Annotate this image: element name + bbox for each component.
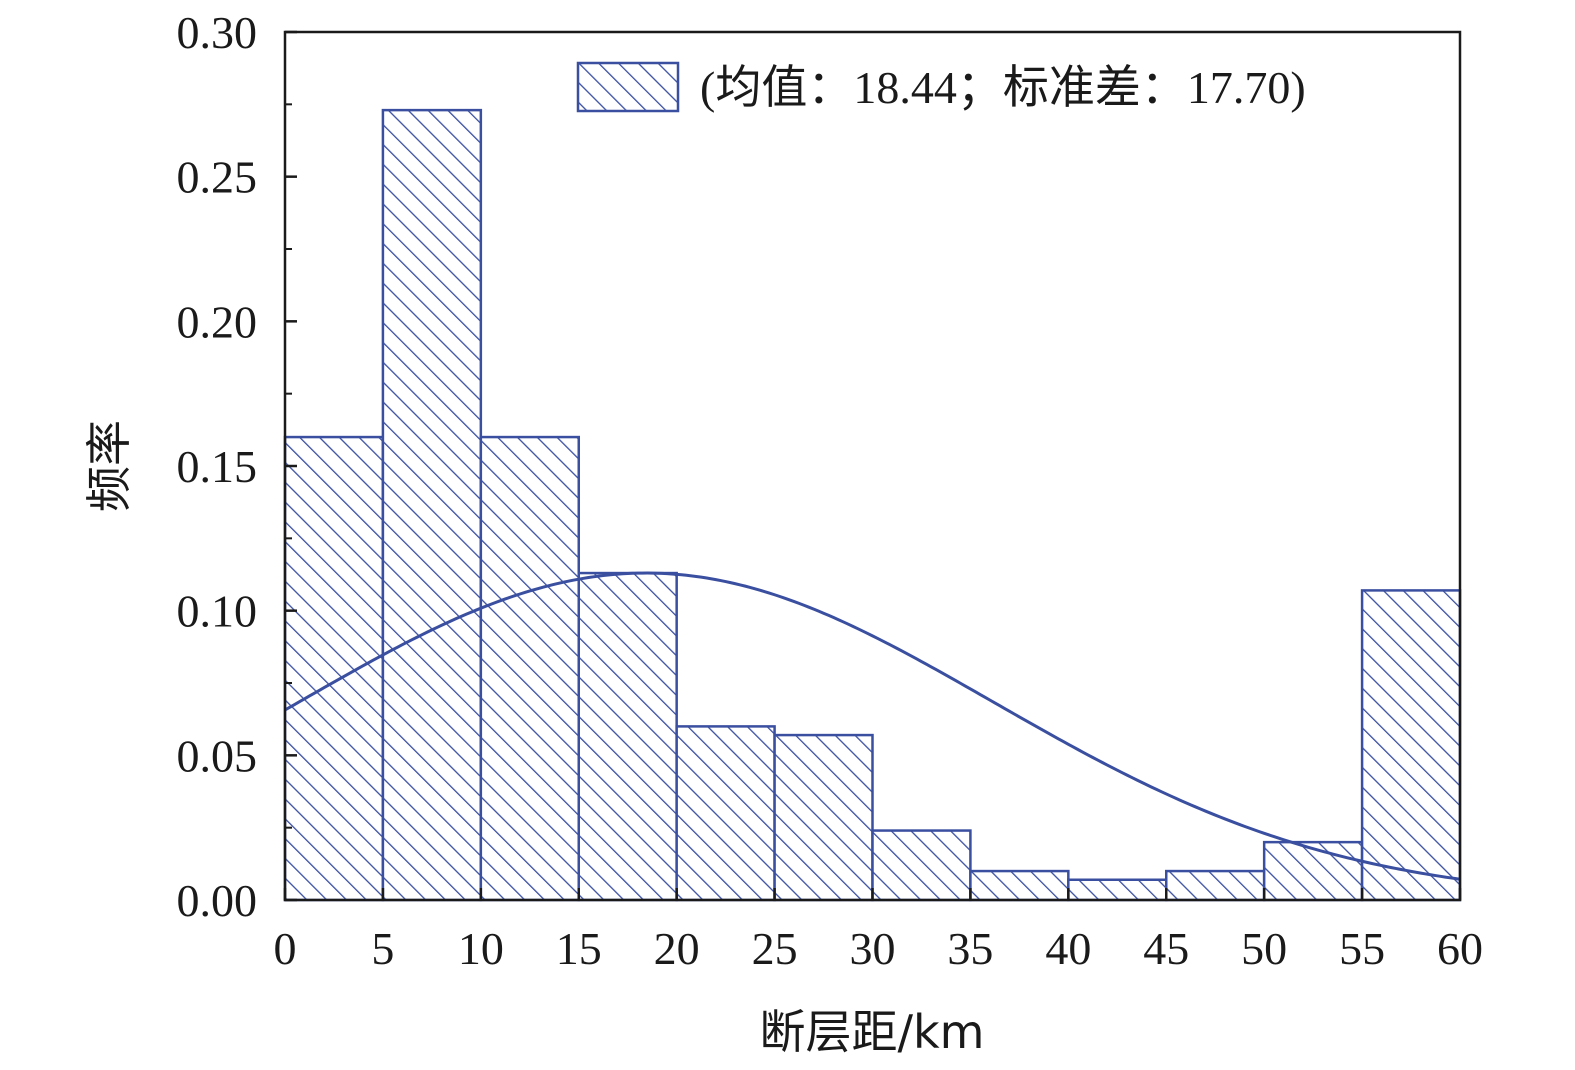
x-tick-label: 50 [1241,923,1287,974]
y-tick-label: 0.15 [177,441,258,492]
y-tick-label: 0.25 [177,152,258,203]
histogram-bar [283,435,385,902]
histogram-bar [1360,589,1462,902]
x-tick-label: 20 [654,923,700,974]
histogram-bar [1262,840,1364,902]
x-axis: 0 5 10 15 20 25 30 35 40 45 50 55 60 [274,888,1483,974]
x-tick-label: 5 [371,923,394,974]
histogram-bar [1067,878,1168,902]
legend-label: (均值：18.44；标准差：17.70) [700,62,1306,113]
histogram-bar [773,733,874,902]
normal-fit-curve [285,571,1460,881]
histogram-bar [675,725,776,902]
x-tick-label: 10 [458,923,504,974]
x-axis-title: 断层距/km [760,1005,985,1059]
histogram-bar [381,108,483,902]
x-tick-label: 15 [556,923,602,974]
y-axis: 0.00 0.05 0.10 0.15 0.20 0.25 0.30 [177,7,297,926]
y-tick-label: 0.05 [177,730,258,781]
x-tick-label: 55 [1339,923,1385,974]
y-axis-title: 频率 [82,420,136,512]
x-tick-label: 0 [274,923,297,974]
histogram-bar [969,869,1070,902]
x-tick-label: 30 [850,923,896,974]
y-tick-label: 0.20 [177,296,258,347]
y-tick-label: 0.00 [177,875,258,926]
x-tick-label: 35 [947,923,993,974]
y-tick-label: 0.10 [177,586,258,637]
histogram-bars [283,108,1462,902]
histogram-bar [577,571,678,902]
x-tick-label: 40 [1045,923,1091,974]
histogram-bar [479,435,581,902]
legend-swatch [576,61,680,113]
histogram-bar [871,829,972,902]
x-tick-label: 60 [1437,923,1483,974]
legend: (均值：18.44；标准差：17.70) [576,61,1306,113]
histogram-bar [1165,869,1266,902]
x-tick-label: 25 [752,923,798,974]
x-tick-label: 45 [1143,923,1189,974]
y-tick-label: 0.30 [177,7,258,58]
